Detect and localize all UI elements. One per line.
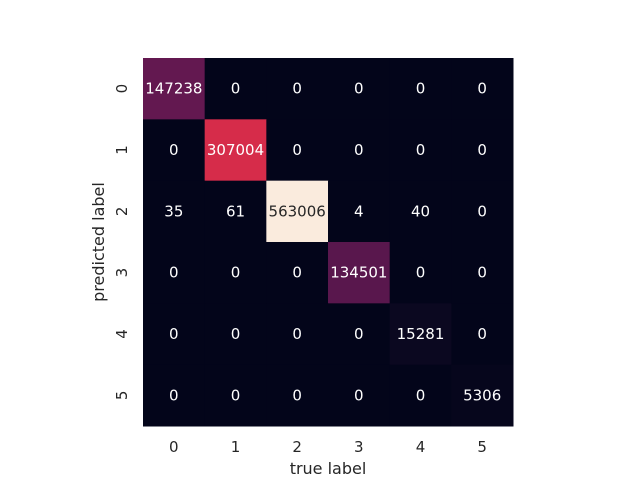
x-tick-1: 1	[231, 438, 241, 456]
cell-value-1-0: 0	[169, 141, 179, 159]
cell-value-0-0: 147238	[145, 80, 202, 98]
heatmap-cell-4-0	[143, 303, 206, 366]
heatmap-cell-3-1	[204, 242, 267, 304]
heatmap-cell-1-2	[266, 119, 329, 182]
cell-value-0-3: 0	[354, 80, 364, 98]
cell-value-3-1: 0	[231, 264, 241, 282]
heatmap-cell-3-2	[266, 242, 329, 304]
heatmap-cell-1-5	[451, 119, 514, 182]
cell-value-2-3: 4	[354, 202, 364, 220]
heatmap-cell-0-5	[451, 58, 514, 120]
heatmap-cell-2-3	[328, 180, 391, 243]
cell-value-1-2: 0	[292, 141, 302, 159]
cell-value-3-5: 0	[477, 264, 487, 282]
heatmap-cell-0-0	[143, 58, 206, 120]
heatmap-cell-4-1	[204, 303, 267, 366]
y-tick-2: 2	[113, 207, 131, 217]
cell-value-4-3: 0	[354, 325, 364, 343]
x-tick-5: 5	[477, 438, 487, 456]
heatmap-cell-5-1	[204, 364, 267, 427]
cell-value-5-3: 0	[354, 386, 364, 404]
cell-value-2-1: 61	[226, 202, 245, 220]
heatmap-cell-4-4	[389, 303, 452, 366]
heatmap-cell-1-4	[389, 119, 452, 182]
cell-value-5-1: 0	[231, 386, 241, 404]
cell-value-4-0: 0	[169, 325, 179, 343]
x-axis-label: true label	[290, 459, 367, 478]
cell-value-1-1: 307004	[207, 141, 264, 159]
y-tick-labels: 0 1 2 3 4 5	[113, 84, 131, 400]
cell-value-4-5: 0	[477, 325, 487, 343]
y-tick-5: 5	[113, 391, 131, 401]
cell-value-4-4: 15281	[397, 325, 445, 343]
heatmap-cell-3-3	[328, 242, 391, 304]
heatmap-cell-2-0	[143, 180, 206, 243]
cell-value-1-3: 0	[354, 141, 364, 159]
cell-value-0-5: 0	[477, 80, 487, 98]
heatmap-cell-0-1	[204, 58, 267, 120]
heatmap-cell-5-3	[328, 364, 391, 427]
cell-value-2-5: 0	[477, 202, 487, 220]
cell-value-2-0: 35	[164, 202, 183, 220]
heatmap-cell-3-4	[389, 242, 452, 304]
heatmap-cell-5-5	[451, 364, 514, 427]
heatmap-cell-2-2	[266, 180, 329, 243]
x-tick-2: 2	[292, 438, 302, 456]
cell-value-2-4: 40	[411, 202, 430, 220]
cell-value-4-1: 0	[231, 325, 241, 343]
x-tick-labels: 0 1 2 3 4 5	[169, 438, 487, 456]
heatmap-cell-1-3	[328, 119, 391, 182]
heatmap-cell-0-3	[328, 58, 391, 120]
heatmap-cell-0-4	[389, 58, 452, 120]
cell-value-5-5: 5306	[463, 386, 501, 404]
cell-value-3-4: 0	[416, 264, 426, 282]
x-tick-4: 4	[416, 438, 426, 456]
cell-value-3-3: 134501	[330, 264, 387, 282]
heatmap-cell-3-5	[451, 242, 514, 304]
y-tick-3: 3	[113, 268, 131, 278]
cell-value-3-2: 0	[292, 264, 302, 282]
cell-value-1-4: 0	[416, 141, 426, 159]
x-tick-3: 3	[354, 438, 364, 456]
heatmap-cell-4-3	[328, 303, 391, 366]
cell-annotations: 147238 0 0 0 0 0 0 307004 0 0 0 0 35 61 563006 4 40 0 0 0 0 1…	[145, 80, 501, 405]
cell-value-1-5: 0	[477, 141, 487, 159]
heatmap-cell-5-4	[389, 364, 452, 427]
heatmap-cell-5-2	[266, 364, 329, 427]
cell-value-5-4: 0	[416, 386, 426, 404]
y-tick-1: 1	[113, 145, 131, 155]
heatmap-cell-2-5	[451, 180, 514, 243]
heatmap-cell-4-5	[451, 303, 514, 366]
heatmap-cell-1-0	[143, 119, 206, 182]
cell-value-4-2: 0	[292, 325, 302, 343]
cell-value-0-1: 0	[231, 80, 241, 98]
cell-value-2-2: 563006	[269, 202, 326, 220]
cell-value-5-0: 0	[169, 386, 179, 404]
heatmap-cell-0-2	[266, 58, 329, 120]
y-tick-4: 4	[113, 329, 131, 339]
cell-value-0-4: 0	[416, 80, 426, 98]
heatmap-cell-4-2	[266, 303, 329, 366]
cell-value-5-2: 0	[292, 386, 302, 404]
heatmap-cell-5-0	[143, 364, 206, 427]
heatmap-cell-2-4	[389, 180, 452, 243]
cell-value-3-0: 0	[169, 264, 179, 282]
heatmap-cell-3-0	[143, 242, 206, 304]
x-tick-0: 0	[169, 438, 179, 456]
y-axis-label: predicted label	[89, 182, 108, 302]
y-tick-0: 0	[113, 84, 131, 94]
heatmap-cells	[143, 58, 514, 427]
cell-value-0-2: 0	[292, 80, 302, 98]
heatmap-cell-2-1	[204, 180, 267, 243]
heatmap-cell-1-1	[204, 119, 267, 182]
